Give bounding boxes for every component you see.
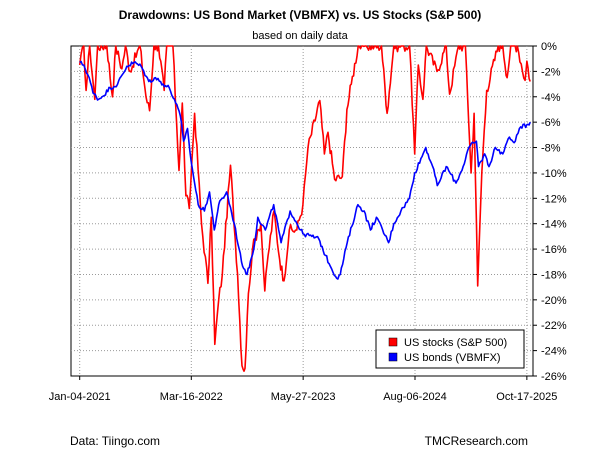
y-tick-label: -16% [541, 244, 567, 256]
y-tick-label: -4% [541, 92, 561, 104]
y-tick-label: -26% [541, 371, 567, 383]
x-tick-label: Mar-16-2022 [160, 391, 223, 403]
grid-lines [71, 46, 533, 376]
x-axis: Jan-04-2021 Mar-16-2022 May-27-2023 Aug-06-… [49, 376, 557, 403]
y-tick-label: -6% [541, 117, 561, 129]
series-line-stocks [78, 45, 531, 372]
legend-swatch-bonds [388, 352, 398, 362]
y-tick-label: -12% [541, 193, 567, 205]
x-tick-label: Aug-06-2024 [383, 391, 447, 403]
chart-subtitle: based on daily data [252, 30, 348, 42]
legend-label-bonds: US bonds (VBMFX) [404, 352, 501, 364]
legend-label-stocks: US stocks (S&P 500) [404, 337, 507, 349]
y-tick-label: -14% [541, 219, 567, 231]
y-tick-label: -22% [541, 320, 567, 332]
y-tick-label: -24% [541, 346, 567, 358]
y-tick-label: -8% [541, 143, 561, 155]
x-tick-label: Jan-04-2021 [49, 391, 111, 403]
y-tick-label: -20% [541, 295, 567, 307]
legend-swatch-stocks [388, 337, 398, 347]
chart-title: Drawdowns: US Bond Market (VBMFX) vs. US… [118, 8, 482, 22]
y-tick-label: 0% [541, 41, 557, 53]
footer-site: TMCResearch.com [424, 434, 528, 448]
x-tick-label: May-27-2023 [271, 391, 336, 403]
y-axis: 0% -2% -4% -6% -8% -10% -12% -14% -16% -18% -20% -2… [533, 41, 567, 383]
y-tick-label: -10% [541, 168, 567, 180]
series-layer [78, 45, 531, 372]
legend-box [375, 329, 525, 369]
y-tick-label: -2% [541, 66, 561, 78]
y-tick-label: -18% [541, 269, 567, 281]
legend: US stocks (S&P 500) US bonds (VBMFX) [375, 329, 525, 369]
series-line-bonds [79, 60, 531, 280]
footer-source: Data: Tiingo.com [70, 434, 161, 448]
x-tick-label: Oct-17-2025 [496, 391, 557, 403]
